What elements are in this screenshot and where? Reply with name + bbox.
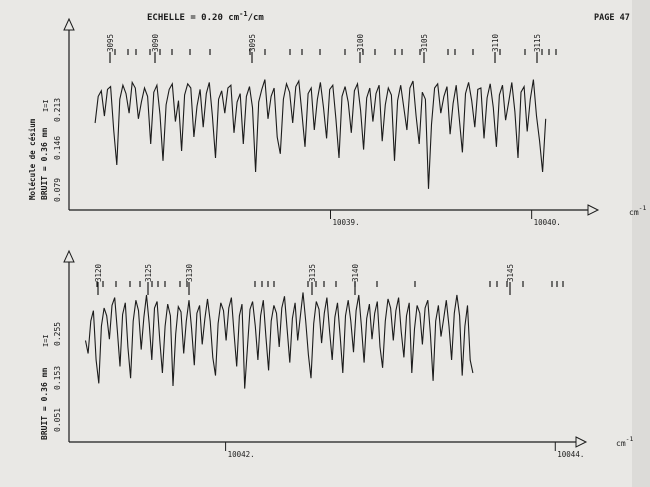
scale-label: ECHELLE = 0.20 cm-1/cm bbox=[147, 10, 264, 23]
bottom-x-axis-unit: cm-1 bbox=[616, 435, 634, 448]
bottom-chart: 10042. 10044. cm-1 BRUIT = 0.36 mm 0.255… bbox=[40, 249, 634, 459]
top-x-tick-label: 10039. bbox=[333, 218, 360, 227]
page-edge bbox=[632, 0, 650, 487]
bottom-y-axis-arrow bbox=[63, 249, 75, 263]
top-y-tick-2: 0.079 bbox=[53, 178, 62, 202]
bottom-y-tick-0: 0.255 bbox=[53, 322, 62, 346]
bottom-y-marker: I=I bbox=[42, 334, 50, 347]
top-line-assignments: 3095 3090 3095 3100 3105 3110 3115 bbox=[106, 33, 557, 63]
bottom-x-ticks: 10042. 10044. bbox=[225, 442, 584, 459]
top-line-number: 3090 bbox=[151, 33, 160, 52]
top-chart: 10039. 10040. cm-1 Molécule de césium BR… bbox=[28, 17, 647, 227]
top-x-axis-unit: cm-1 bbox=[629, 204, 647, 217]
bottom-x-axis-arrow bbox=[575, 436, 588, 448]
bottom-line-number: 3135 bbox=[308, 264, 317, 282]
top-line-number: 3095 bbox=[248, 34, 257, 52]
top-line-number: 3110 bbox=[491, 33, 500, 52]
top-line-number: 3100 bbox=[356, 33, 365, 52]
bottom-noise-label: BRUIT = 0.36 mm bbox=[40, 368, 49, 440]
bottom-line-number: 3120 bbox=[94, 263, 103, 282]
top-line-number: 3105 bbox=[420, 34, 429, 52]
bottom-line-number: 3130 bbox=[185, 263, 194, 282]
page-number: PAGE 47 bbox=[594, 13, 630, 23]
bottom-line-number: 3125 bbox=[144, 264, 153, 282]
bottom-x-tick-label: 10044. bbox=[557, 450, 584, 459]
top-noise-label: BRUIT = 0.36 mm bbox=[40, 128, 49, 200]
bottom-y-tick-1: 0.153 bbox=[53, 366, 62, 390]
top-x-tick-label: 10040. bbox=[534, 218, 561, 227]
bottom-spectrum-line bbox=[84, 292, 474, 389]
bottom-y-tick-2: 0.051 bbox=[53, 408, 62, 432]
top-y-tick-0: 0.213 bbox=[53, 98, 62, 122]
bottom-line-assignments: 3120 3125 3130 3135 3140 3145 bbox=[94, 263, 564, 295]
top-y-marker: I=I bbox=[42, 99, 50, 112]
top-x-ticks: 10039. 10040. bbox=[330, 210, 561, 227]
molecule-label: Molécule de césium bbox=[28, 118, 37, 200]
bottom-line-number: 3145 bbox=[506, 264, 515, 282]
bottom-line-number: 3140 bbox=[351, 263, 360, 282]
top-line-number: 3095 bbox=[106, 34, 115, 52]
top-y-axis-arrow bbox=[63, 17, 75, 31]
top-spectrum-line bbox=[94, 79, 547, 189]
bottom-x-tick-label: 10042. bbox=[228, 450, 255, 459]
top-y-tick-1: 0.146 bbox=[53, 136, 62, 160]
top-line-number: 3115 bbox=[533, 34, 542, 52]
top-x-axis-arrow bbox=[587, 204, 600, 216]
